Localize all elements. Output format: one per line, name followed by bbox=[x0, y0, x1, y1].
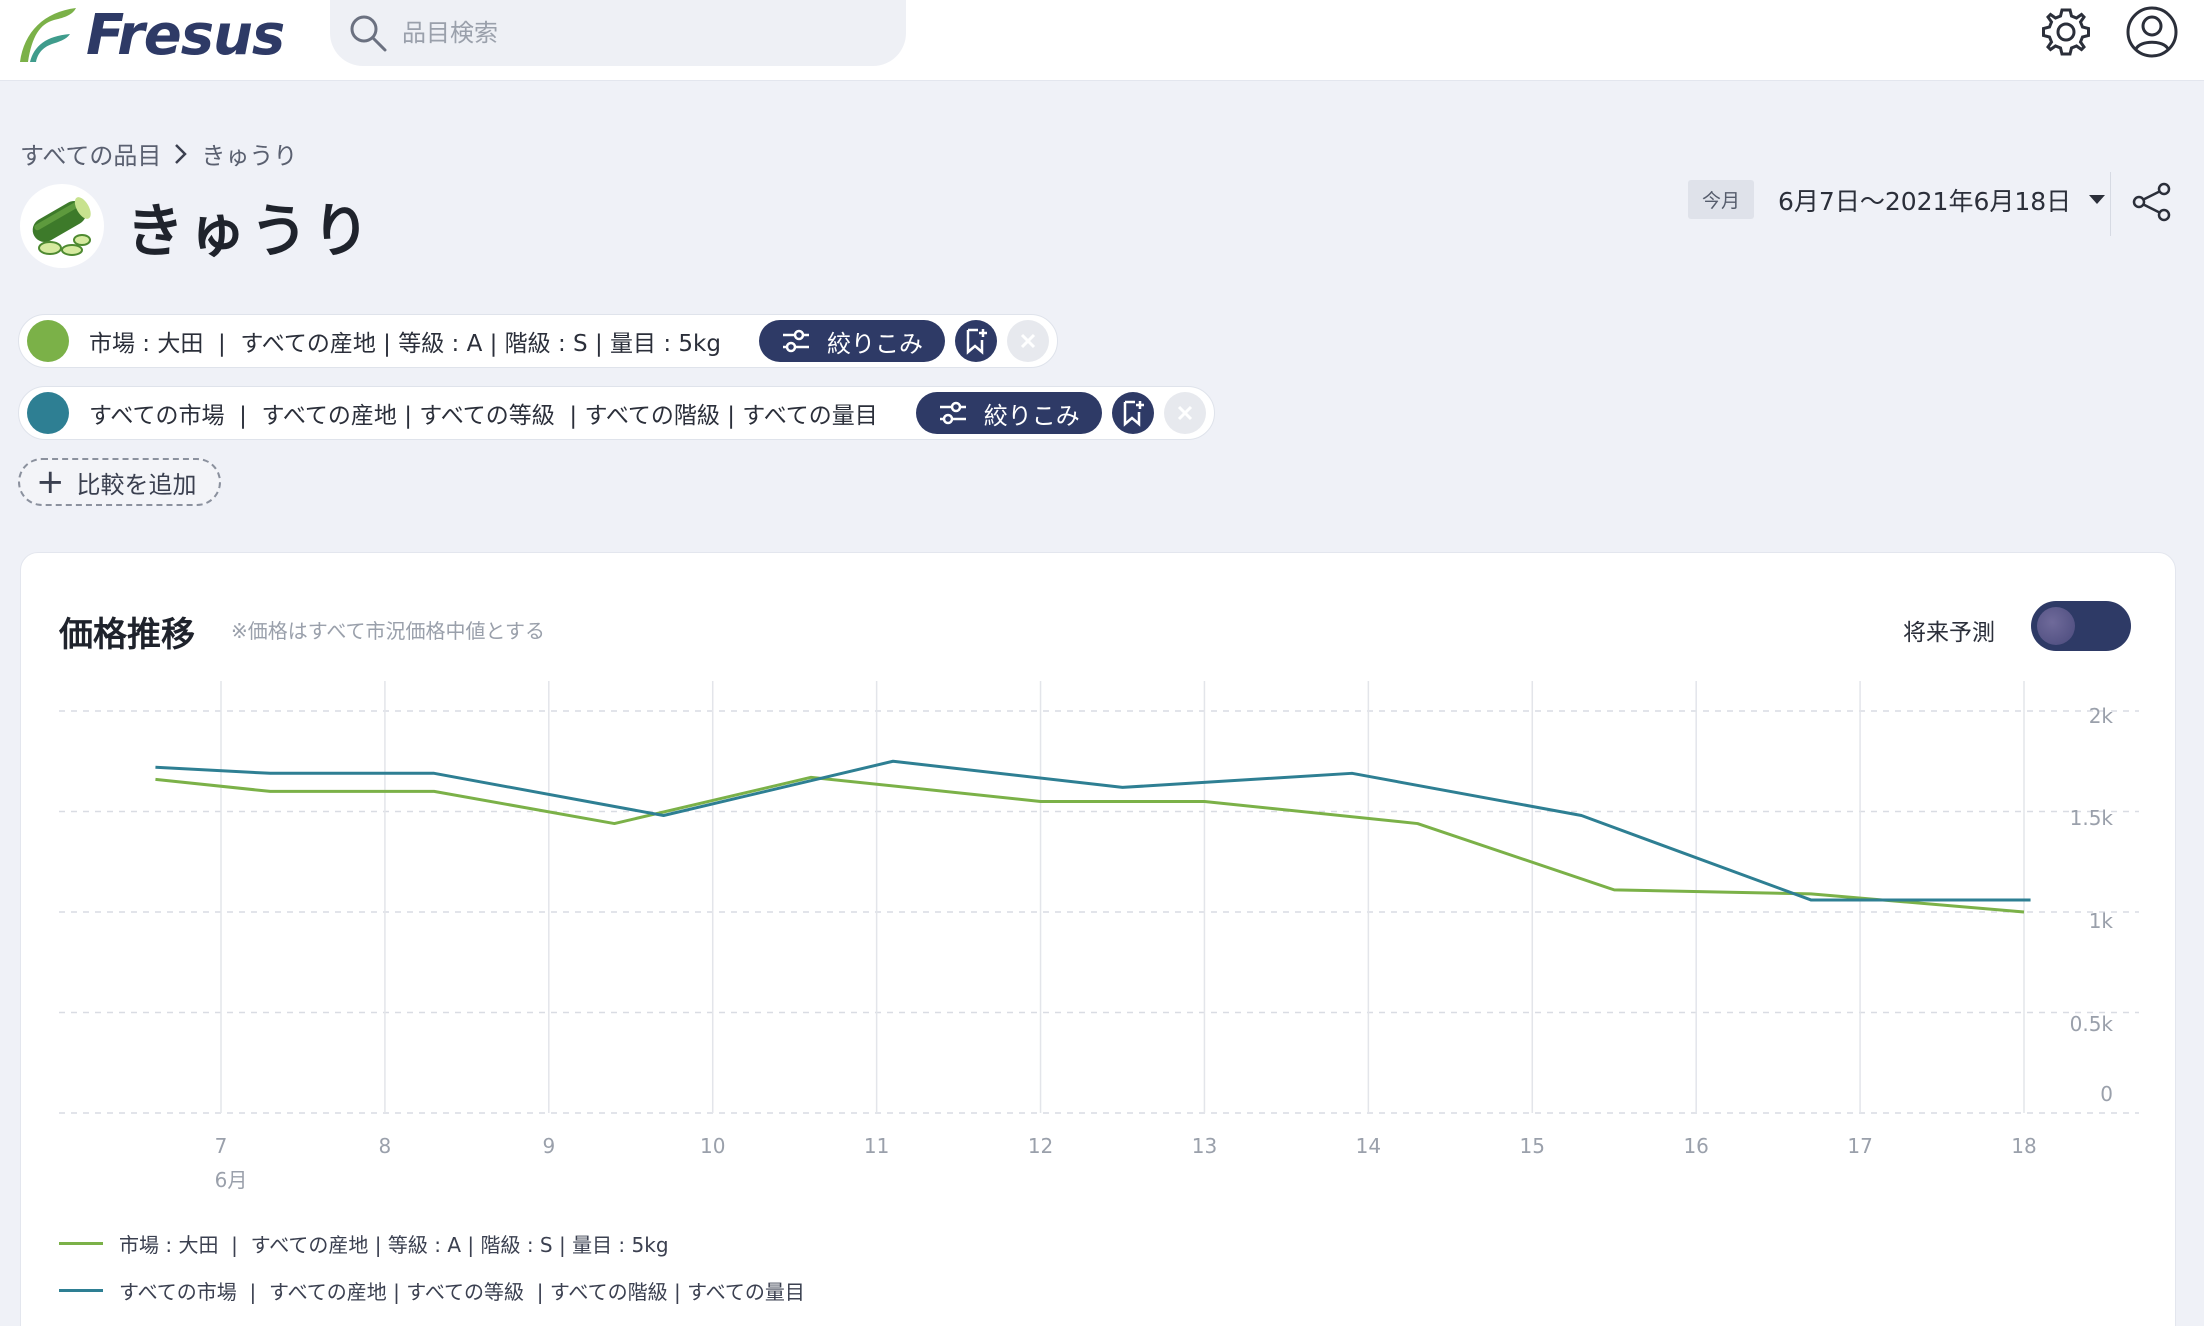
x-tick-label: 8 bbox=[379, 1134, 392, 1158]
y-tick-label: 1k bbox=[2089, 909, 2114, 933]
fresus-leaf-icon bbox=[20, 8, 76, 62]
card-note: ※価格はすべて市況価格中値とする bbox=[231, 619, 545, 643]
search-input[interactable] bbox=[402, 19, 882, 47]
header-divider bbox=[2110, 172, 2111, 236]
close-icon bbox=[1020, 333, 1036, 349]
filter-condition-text[interactable]: 市場 : 大田 | すべての産地 | 等級 : A | 階級 : S | 量目 … bbox=[89, 331, 721, 357]
toggle-knob[interactable] bbox=[2037, 607, 2075, 645]
sliders-icon bbox=[939, 401, 966, 425]
forecast-toggle[interactable] bbox=[2031, 601, 2131, 651]
legend-label: すべての市場 | すべての産地 | すべての等級 | すべての階級 | すべての… bbox=[119, 1280, 805, 1304]
logo-text: Fresus bbox=[86, 2, 285, 68]
y-tick-label: 0 bbox=[2100, 1082, 2113, 1106]
filter-condition-text[interactable]: すべての市場 | すべての産地 | すべての等級 | すべての階級 | すべての… bbox=[89, 403, 878, 429]
filter-row-1: 市場 : 大田 | すべての産地 | 等級 : A | 階級 : S | 量目 … bbox=[18, 314, 1058, 368]
x-tick-label: 12 bbox=[1028, 1134, 1053, 1158]
remove-filter-button[interactable] bbox=[1163, 392, 1206, 434]
x-tick-label: 7 bbox=[215, 1134, 228, 1158]
remove-filter-button[interactable] bbox=[1006, 320, 1049, 362]
title-row: きゅうり bbox=[20, 184, 374, 268]
date-range-selector[interactable]: 今月 6月7日〜2021年6月18日 bbox=[1688, 180, 2106, 219]
refine-button[interactable]: 絞りこみ bbox=[758, 320, 945, 362]
add-compare-button[interactable]: + 比較を追加 bbox=[18, 458, 221, 506]
legend-item-2[interactable]: すべての市場 | すべての産地 | すべての等級 | すべての階級 | すべての… bbox=[59, 1276, 805, 1305]
bookmark-add-button[interactable] bbox=[954, 320, 997, 362]
price-trend-card: 価格推移 ※価格はすべて市況価格中値とする 将来予測 2k 1.5k 1k 0.5k 0… bbox=[20, 552, 2176, 1326]
breadcrumb-current: きゅうり bbox=[201, 142, 298, 170]
x-tick-label: 13 bbox=[1192, 1134, 1217, 1158]
gear-icon[interactable] bbox=[2038, 4, 2094, 60]
x-tick-label: 9 bbox=[542, 1134, 555, 1158]
user-icon[interactable] bbox=[2124, 4, 2180, 60]
y-tick-label: 2k bbox=[2089, 704, 2114, 728]
refine-button[interactable]: 絞りこみ bbox=[915, 392, 1102, 434]
legend-swatch bbox=[59, 1242, 103, 1245]
app-header: Fresus bbox=[0, 0, 2204, 81]
legend-label: 市場 : 大田 | すべての産地 | 等級 : A | 階級 : S | 量目 … bbox=[119, 1233, 669, 1257]
series-color-dot bbox=[27, 320, 69, 362]
logo[interactable]: Fresus bbox=[14, 0, 285, 70]
breadcrumb-root[interactable]: すべての品目 bbox=[20, 142, 162, 170]
x-tick-label: 11 bbox=[864, 1134, 889, 1158]
chevron-right-icon bbox=[175, 143, 188, 164]
bookmark-add-icon bbox=[1123, 400, 1144, 427]
date-range-text[interactable]: 6月7日〜2021年6月18日 bbox=[1778, 186, 2072, 216]
plus-icon: + bbox=[36, 462, 65, 502]
close-icon bbox=[1177, 405, 1192, 421]
legend-item-1[interactable]: 市場 : 大田 | すべての産地 | 等級 : A | 階級 : S | 量目 … bbox=[59, 1229, 669, 1258]
x-tick-label: 17 bbox=[1847, 1134, 1872, 1158]
share-icon[interactable] bbox=[2130, 180, 2174, 224]
x-tick-label: 18 bbox=[2011, 1134, 2036, 1158]
sliders-icon bbox=[782, 329, 809, 353]
x-tick-label: 16 bbox=[1683, 1134, 1708, 1158]
legend-swatch bbox=[59, 1289, 103, 1292]
series-line-2 bbox=[155, 759, 2031, 902]
x-tick-label: 14 bbox=[1356, 1134, 1381, 1158]
cucumber-icon bbox=[20, 184, 104, 268]
bookmark-add-icon bbox=[966, 328, 987, 355]
search-icon bbox=[350, 15, 387, 52]
caret-down-icon[interactable] bbox=[2089, 195, 2106, 204]
x-month-label: 6月 bbox=[215, 1168, 248, 1192]
search-bar[interactable] bbox=[330, 0, 906, 66]
breadcrumb: すべての品目 きゅうり bbox=[20, 136, 297, 171]
series-line-1 bbox=[155, 775, 2025, 914]
x-tick-label: 15 bbox=[1520, 1134, 1545, 1158]
card-title: 価格推移 bbox=[59, 615, 195, 655]
series-color-dot bbox=[27, 392, 69, 434]
month-chip[interactable]: 今月 bbox=[1688, 180, 1755, 219]
bookmark-add-button[interactable] bbox=[1111, 392, 1154, 434]
add-compare-label: 比較を追加 bbox=[76, 470, 197, 499]
refine-label: 絞りこみ bbox=[983, 401, 1080, 430]
price-chart: 2k 1.5k 1k 0.5k 0 7 8 9 10 11 12 13 14 15 16 17 18 6月 bbox=[59, 681, 2139, 1192]
filter-row-2: すべての市場 | すべての産地 | すべての等級 | すべての階級 | すべての… bbox=[18, 386, 1215, 440]
page-title: きゅうり bbox=[126, 197, 375, 265]
refine-label: 絞りこみ bbox=[826, 329, 923, 358]
forecast-label: 将来予測 bbox=[1903, 620, 1995, 646]
y-tick-label: 0.5k bbox=[2070, 1012, 2114, 1036]
y-tick-label: 1.5k bbox=[2070, 806, 2114, 830]
x-tick-label: 10 bbox=[700, 1134, 725, 1158]
